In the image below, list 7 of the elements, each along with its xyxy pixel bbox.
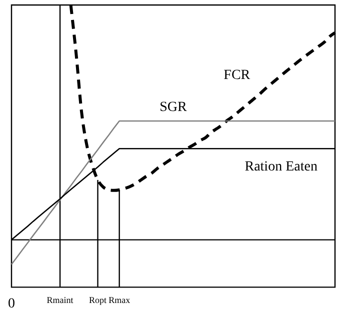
x-tick-label: 0 [8,296,15,312]
x-tick-label: Rmaint [46,294,74,305]
series-label: Ration Eaten [244,160,318,175]
series-label: FCR [224,68,251,84]
x-tick-label: Ropt [89,294,108,305]
series-label: SGR [160,100,188,115]
x-tick-label: Rmax [108,294,131,305]
